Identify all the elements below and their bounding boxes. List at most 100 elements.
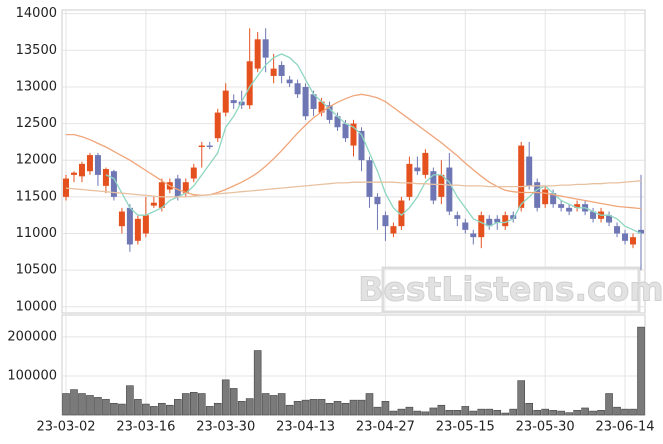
volume-bar (437, 404, 446, 416)
candle-body (566, 207, 573, 212)
candle-body (174, 178, 181, 197)
x-tick-label: 23-04-27 (356, 420, 415, 435)
x-tick-label: 23-03-16 (116, 420, 175, 435)
candle-body (206, 145, 213, 148)
volume-bar (597, 410, 605, 416)
candle-body (606, 215, 613, 223)
volume-bar (429, 407, 438, 416)
volume-bar (501, 412, 510, 416)
candle-body (430, 171, 437, 201)
candle-body (222, 90, 229, 113)
candle-body (150, 202, 157, 206)
volume-bar (126, 385, 134, 416)
volume-bar (517, 380, 526, 416)
candle-body (326, 105, 333, 120)
moving-average-line (65, 180, 642, 198)
candle-body (526, 156, 533, 186)
candle-body (334, 116, 341, 128)
volume-bar (142, 403, 150, 416)
volume-bar (205, 406, 214, 416)
volume-bar (102, 399, 110, 416)
candle-body (438, 174, 445, 197)
volume-bar (181, 393, 190, 416)
candle-body (318, 101, 325, 113)
candle-body (238, 101, 245, 106)
volume-bar (557, 410, 565, 416)
volume-bar (461, 406, 470, 416)
volume-bar (245, 398, 254, 416)
volume-bar (229, 388, 238, 416)
volume-bar (421, 411, 430, 416)
x-tick-label: 23-03-30 (196, 420, 255, 435)
candle-body (574, 204, 581, 208)
volume-bar (581, 407, 589, 416)
volume-bar (565, 412, 573, 416)
candle-body (358, 130, 365, 161)
candle-body (190, 167, 197, 179)
moving-average-line (105, 53, 642, 235)
candle-body (102, 169, 109, 186)
volume-bar (325, 402, 334, 416)
volume-bar (533, 410, 541, 416)
labels: 10000 10500 11000 11500 12000 12500 13000 13500… (7, 6, 654, 434)
candle-body (134, 218, 141, 241)
candle-body (478, 215, 485, 238)
volume-bar (110, 402, 118, 416)
candle-body (630, 237, 637, 245)
volume-bar (70, 389, 78, 416)
candle-body (518, 145, 525, 208)
candle-body (78, 163, 85, 177)
y-tick-label: 12500 (16, 116, 57, 131)
y-tick-label: 13500 (16, 43, 57, 58)
volume-bar (94, 397, 102, 416)
volume-bar (445, 410, 454, 416)
candle-body (510, 215, 517, 219)
volume-bar (509, 408, 518, 416)
volume-bar (605, 393, 613, 416)
volume-bar (333, 401, 342, 416)
volume-bar (637, 326, 645, 416)
candle-body (590, 211, 597, 219)
candle-body (278, 64, 285, 76)
candle-body (270, 68, 277, 76)
volume-bar (301, 399, 310, 416)
volume-bar (269, 395, 278, 416)
candle-body (614, 226, 621, 234)
volume-bar (118, 403, 126, 416)
candle-body (254, 39, 261, 69)
x-tick-label: 23-03-02 (36, 420, 95, 435)
marks (62, 28, 645, 416)
candle-body (486, 218, 493, 227)
volume-bar (485, 408, 494, 416)
candle-body (246, 61, 253, 106)
candle-body (406, 163, 413, 197)
y-tick-label: 11500 (16, 189, 57, 204)
candle-body (142, 215, 149, 234)
volume-bar (166, 404, 174, 416)
candle-body (310, 94, 317, 109)
volume-bar (150, 406, 158, 416)
grid (62, 10, 645, 415)
volume-bar (237, 401, 246, 416)
volume-bar (469, 410, 478, 416)
candle-body (214, 112, 221, 139)
volume-bar (365, 393, 374, 416)
candle-body (622, 233, 629, 241)
volume-bar (189, 392, 198, 416)
y-tick-label: 200000 (7, 329, 57, 344)
volume-bar (253, 350, 262, 416)
candle-body (366, 160, 373, 197)
x-tick-label: 23-06-14 (596, 420, 655, 435)
volume-bar (134, 399, 142, 416)
volume-bar (541, 408, 549, 416)
volume-bar (285, 404, 294, 416)
volume-bar (405, 406, 414, 416)
x-tick-label: 23-05-15 (436, 420, 495, 435)
moving-average-line (66, 93, 642, 210)
candle-body (230, 100, 237, 104)
candle-body (398, 200, 405, 227)
y-tick-label: 13000 (16, 79, 57, 94)
volume-bar (549, 410, 557, 416)
volume-bar (525, 402, 533, 416)
